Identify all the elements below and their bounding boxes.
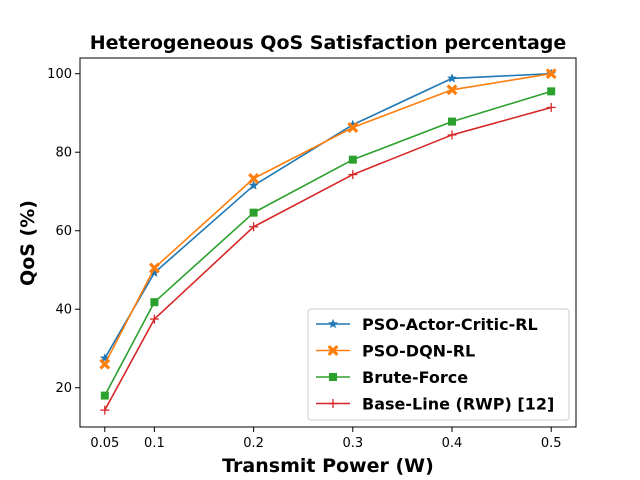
legend-marker bbox=[327, 345, 339, 356]
data-point bbox=[348, 155, 357, 164]
data-point bbox=[100, 391, 109, 400]
x-tick-label: 0.3 bbox=[342, 436, 363, 451]
axes-frame bbox=[79, 57, 577, 428]
series-line-2 bbox=[104, 72, 552, 365]
x-tick-label: 0.5 bbox=[541, 436, 562, 451]
y-tick-label: 40 bbox=[55, 303, 72, 318]
y-axis-label: QoS (%) bbox=[17, 200, 39, 286]
series-line-1 bbox=[104, 72, 552, 359]
legend-box bbox=[307, 308, 570, 421]
data-point bbox=[150, 298, 159, 307]
data-point bbox=[348, 170, 358, 180]
data-point bbox=[347, 122, 359, 133]
legend-label: Base-Line (RWP) [12] bbox=[362, 395, 554, 414]
legend-marker bbox=[327, 318, 339, 329]
legend-marker bbox=[328, 399, 338, 408]
legend-label: PSO-Actor-Critic-RL bbox=[362, 315, 538, 334]
legend-label: PSO-DQN-RL bbox=[362, 342, 475, 361]
data-point bbox=[249, 208, 258, 217]
series-line-3 bbox=[104, 90, 552, 396]
data-point bbox=[446, 84, 458, 96]
data-point bbox=[248, 173, 260, 184]
data-point bbox=[546, 102, 556, 112]
legend-label: Brute-Force bbox=[362, 368, 468, 387]
y-tick-label: 20 bbox=[55, 381, 72, 396]
y-tick-label: 100 bbox=[47, 67, 72, 82]
y-tick-label: 60 bbox=[55, 224, 72, 239]
x-tick-label: 0.1 bbox=[144, 436, 165, 451]
legend-marker bbox=[329, 373, 337, 381]
x-axis-label: Transmit Power (W) bbox=[222, 455, 434, 477]
data-point bbox=[448, 117, 456, 126]
legend: PSO-Actor-Critic-RL PSO-DQN-RL Brute-Force… bbox=[307, 308, 570, 421]
data-point bbox=[149, 314, 159, 324]
plot-area: 0.05 0.1 0.2 0.3 0.4 0.5 20 40 60 80 100 bbox=[47, 57, 577, 451]
data-point bbox=[547, 87, 556, 96]
data-point bbox=[148, 262, 160, 274]
x-tick-label: 0.4 bbox=[442, 436, 463, 451]
x-tick-label: 0.05 bbox=[90, 436, 119, 451]
chart-title: Heterogeneous QoS Satisfaction percentag… bbox=[90, 32, 567, 54]
data-point bbox=[447, 130, 457, 140]
series-line-4 bbox=[104, 106, 552, 411]
data-point bbox=[446, 73, 458, 83]
x-tick-label: 0.2 bbox=[243, 436, 264, 451]
y-tick-label: 80 bbox=[55, 146, 72, 161]
data-point bbox=[248, 180, 259, 190]
data-point bbox=[545, 68, 557, 80]
data-point bbox=[249, 222, 259, 232]
data-point bbox=[99, 358, 111, 370]
data-point bbox=[100, 405, 110, 415]
